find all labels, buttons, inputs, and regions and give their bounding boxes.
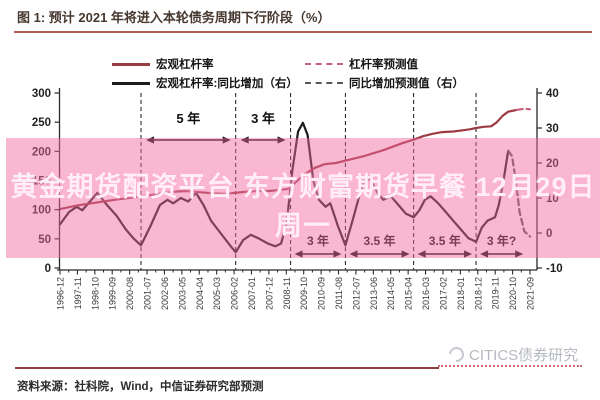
svg-text:2010-09: 2010-09 [317,277,327,310]
legend-item-leverage-forecast: 杠杆率预测值 [305,57,418,71]
svg-text:5 年: 5 年 [176,111,200,126]
title-underline [14,31,592,33]
legend-dashed-swatch [305,82,343,84]
svg-text:3.5 年: 3.5 年 [364,233,396,248]
promo-text-line1: 黄金期货配资平台 东方财富期货早餐 12月29日 [10,172,596,202]
svg-text:100: 100 [32,205,51,217]
svg-text:2012-07: 2012-07 [351,277,361,310]
svg-text:1998-10: 1998-10 [90,277,100,310]
svg-text:300: 300 [32,88,51,100]
svg-text:30: 30 [546,123,559,135]
svg-text:2018-01: 2018-01 [456,277,466,310]
legend-label: 杠杆率预测值 [349,59,418,71]
svg-text:3 年: 3 年 [251,111,275,126]
svg-text:1997-11: 1997-11 [73,277,83,309]
legend-dashed-swatch [305,63,343,65]
svg-text:2008-11: 2008-11 [282,277,292,309]
svg-text:2017-02: 2017-02 [438,277,448,310]
legend-item-yoy: 宏观杠杆率:同比增加（右） [112,76,298,90]
svg-text:250: 250 [32,117,51,129]
svg-text:2003-05: 2003-05 [177,277,187,310]
svg-text:3 年?: 3 年? [487,233,516,248]
svg-text:3 年: 3 年 [307,233,329,248]
svg-text:200: 200 [32,146,51,158]
svg-text:2019-11: 2019-11 [491,277,501,309]
promo-overlay-band: 黄金期货配资平台 东方财富期货早餐 12月29日 周一 [6,138,600,258]
svg-text:2014-05: 2014-05 [386,277,396,310]
svg-text:2007-01: 2007-01 [247,277,257,310]
svg-text:-10: -10 [546,263,563,275]
svg-text:2018-12: 2018-12 [473,277,483,310]
svg-text:2007-12: 2007-12 [264,277,274,310]
svg-text:2021-09: 2021-09 [526,277,536,310]
svg-text:150: 150 [32,176,51,188]
svg-text:10: 10 [546,193,559,205]
svg-text:3.5 年: 3.5 年 [429,233,461,248]
legend-label: 宏观杠杆率 [156,59,214,71]
legend-item-yoy-forecast: 同比增加预测值（右） [305,76,464,90]
legend-line-swatch [112,62,150,66]
svg-text:20: 20 [546,158,559,170]
svg-text:50: 50 [38,234,51,246]
svg-text:2009-10: 2009-10 [299,277,309,310]
svg-text:1999-09: 1999-09 [108,277,118,310]
svg-text:2013-06: 2013-06 [369,277,379,310]
watermark-text: CITICS债券研究 [469,347,579,364]
svg-text:2004-04: 2004-04 [195,277,205,310]
svg-text:2015-04: 2015-04 [404,277,414,310]
svg-text:2002-06: 2002-06 [160,277,170,310]
legend-label: 同比增加预测值（右） [349,78,464,90]
svg-text:0: 0 [45,263,51,275]
svg-text:2016-03: 2016-03 [421,277,431,310]
svg-text:2006-02: 2006-02 [230,277,240,310]
svg-text:2011-08: 2011-08 [334,277,344,309]
svg-text:40: 40 [546,88,559,100]
legend-label: 宏观杠杆率:同比增加（右） [156,78,298,90]
source-note: 资料来源：社科院，Wind，中信证券研究部预测 [17,381,264,393]
svg-text:2020-10: 2020-10 [508,277,518,310]
svg-text:0: 0 [546,228,552,240]
bottom-rule [15,367,439,369]
svg-text:2000-08: 2000-08 [125,277,135,310]
legend-line-swatch [112,81,150,85]
watermark-dotted-rule [438,365,582,367]
promo-text-line2: 周一 [275,211,331,241]
legend-item-leverage: 宏观杠杆率 [112,57,214,71]
citics-lens-icon [445,343,468,366]
svg-text:1996-12: 1996-12 [56,277,66,310]
svg-text:2005-03: 2005-03 [212,277,222,310]
svg-text:2001-07: 2001-07 [143,277,153,310]
figure-title: 图 1: 预计 2021 年将进入本轮债务周期下行阶段（%） [17,10,331,25]
watermark: CITICS债券研究 [445,343,579,366]
